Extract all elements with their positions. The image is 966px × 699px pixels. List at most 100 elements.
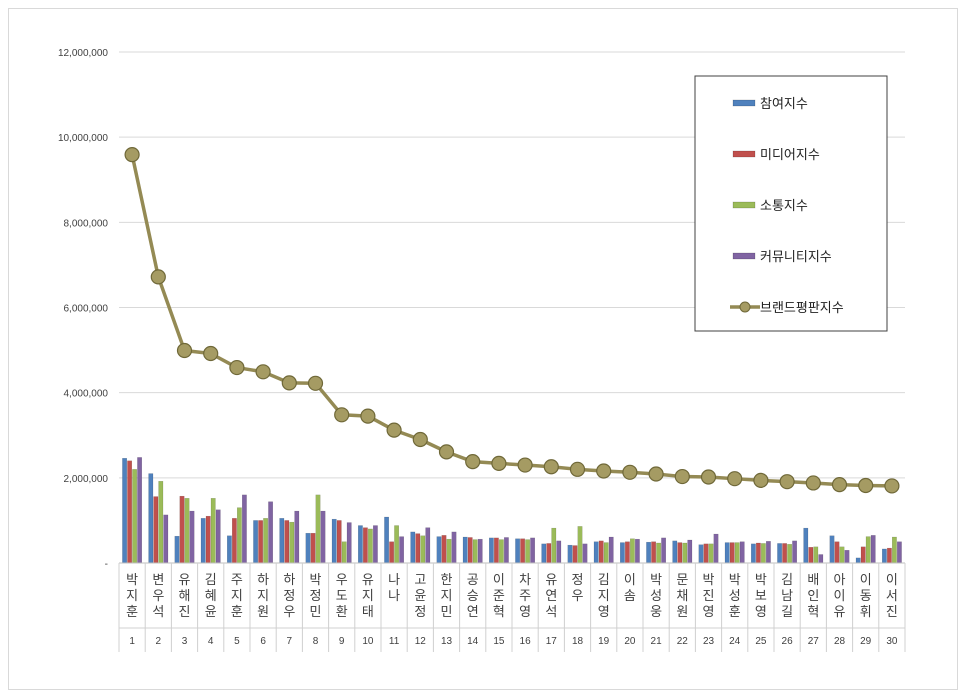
line-point (334, 407, 350, 423)
category-label-char: 주 (519, 589, 531, 604)
category-label-char: 하 (257, 573, 269, 588)
bar (546, 543, 552, 564)
line-point (229, 359, 245, 376)
category-label-char: 이 (493, 573, 505, 588)
line-point (779, 474, 795, 490)
legend-swatch (732, 99, 756, 107)
bar (541, 543, 547, 564)
bar (713, 533, 719, 564)
series-3 (137, 457, 902, 564)
legend-label: 미디어지수 (760, 148, 820, 163)
line-point (124, 147, 140, 163)
category-label-char: 박 (126, 573, 138, 588)
category-label-char: 아 (834, 573, 846, 588)
legend-swatch (732, 150, 756, 158)
category-label-char: 연 (545, 589, 557, 604)
category-label-char: 성 (650, 589, 662, 604)
category-label-char: 훈 (126, 605, 138, 620)
category-label-char: 혜 (205, 589, 217, 604)
category-label-char: 휘 (860, 605, 872, 620)
category-label-char: 변 (152, 573, 164, 588)
category-label-char: 인 (807, 589, 819, 604)
rank-label: 17 (546, 636, 558, 647)
y-tick-label: 4,000,000 (64, 389, 109, 400)
category-label-char: 연 (467, 605, 479, 620)
category-label-char: 채 (676, 589, 688, 604)
bar (782, 543, 788, 564)
category-label-char: 영 (703, 605, 715, 620)
category-label-char: 이 (886, 573, 898, 588)
rank-label: 24 (729, 636, 741, 647)
category-label-char: 남 (781, 589, 793, 604)
line-point (569, 461, 586, 477)
bar (394, 525, 399, 564)
category-label-char: 하 (283, 573, 295, 588)
line-point (412, 431, 428, 448)
category-label-char: 우 (152, 589, 164, 604)
bar (236, 507, 242, 564)
bar (253, 520, 258, 564)
bar (608, 536, 614, 564)
category-label-char: 석 (152, 605, 164, 620)
bar (656, 542, 662, 564)
rank-label: 7 (287, 636, 293, 647)
bar-series (122, 457, 902, 564)
rank-label: 15 (493, 636, 505, 647)
line-point (805, 475, 821, 491)
bar (241, 494, 247, 564)
bar (829, 535, 835, 564)
bar (556, 540, 562, 564)
line-point (438, 444, 455, 460)
bar (651, 541, 657, 564)
rank-label: 5 (234, 636, 240, 647)
x-axis-table: 박지훈1변우석2유해진3김혜윤4주지훈5하지원6하정우7박정민8우도환9유지태1… (118, 562, 906, 652)
rank-label: 22 (677, 636, 689, 647)
category-label-char: 우 (572, 589, 584, 604)
rank-label: 3 (182, 636, 188, 647)
category-label-char: 지 (362, 589, 374, 604)
category-label-char: 동 (860, 589, 872, 604)
rank-label: 13 (441, 636, 453, 647)
category-label-char: 윤 (205, 605, 217, 620)
bar (200, 518, 206, 564)
bar (331, 518, 337, 564)
bar (284, 520, 290, 564)
legend-label: 브랜드평판지수 (760, 301, 844, 316)
rank-label: 12 (415, 636, 427, 647)
bar (122, 458, 128, 564)
bar (855, 557, 861, 564)
category-label-char: 박 (729, 573, 741, 588)
bar (132, 469, 137, 564)
bar (551, 527, 557, 564)
bar (346, 522, 352, 564)
bar (892, 536, 897, 564)
category-label-char: 정 (310, 589, 322, 604)
bar (268, 501, 273, 564)
bar (373, 525, 378, 564)
bar (153, 496, 159, 564)
category-label-char: 성 (729, 589, 741, 604)
category-label-char: 영 (755, 605, 767, 620)
chart-frame (8, 8, 958, 690)
category-label-char: 박 (310, 573, 322, 588)
bar (489, 537, 494, 564)
bar (341, 541, 347, 564)
bar (646, 541, 652, 564)
category-label-char: 환 (336, 605, 348, 620)
rank-label: 9 (339, 636, 345, 647)
category-label-char: 공 (467, 573, 479, 588)
bar (358, 525, 363, 564)
bar (263, 518, 268, 564)
bar (446, 538, 452, 564)
category-label-char: 도 (336, 589, 348, 604)
bar (315, 494, 321, 564)
category-label-char: 문 (676, 573, 688, 588)
bar (729, 542, 735, 564)
line-point (831, 477, 848, 493)
series-0 (122, 458, 887, 564)
category-label-char: 김 (205, 573, 217, 588)
category-label-char: 승 (467, 589, 479, 604)
category-label-char: 박 (650, 573, 662, 588)
bar (226, 535, 232, 564)
